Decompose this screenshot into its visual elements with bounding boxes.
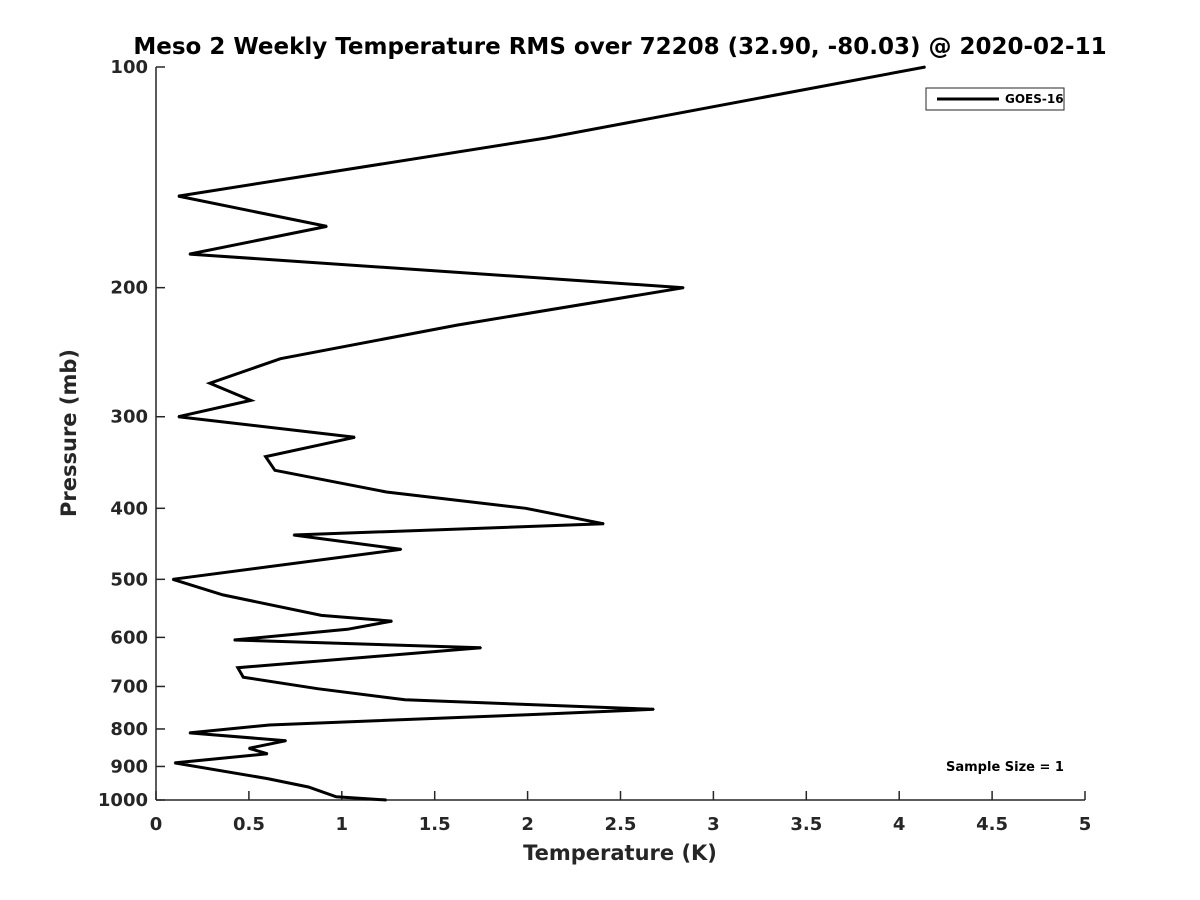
data-point: [209, 382, 211, 385]
data-point: [264, 455, 267, 458]
data-point: [266, 777, 269, 780]
data-point: [188, 253, 191, 255]
data-point: [268, 724, 271, 726]
data-point: [266, 753, 269, 755]
x-tick-label: 3: [707, 814, 720, 835]
data-point: [385, 799, 388, 801]
data-point: [354, 436, 356, 439]
y-tick-label: 1000: [98, 790, 148, 811]
data-point: [173, 762, 176, 764]
x-tick-label: 0.5: [233, 814, 265, 835]
legend: GOES-16: [925, 87, 1065, 111]
x-ticks: 0 0.5 1 1.5 2 2.5 3 3.5 4 4.5 5: [150, 791, 1092, 835]
legend-label: GOES-16: [1005, 92, 1064, 106]
data-point: [682, 286, 685, 289]
x-tick-label: 1.5: [419, 814, 451, 835]
data-point: [385, 491, 388, 493]
series-layer: [171, 65, 926, 802]
series-line-goes-16: [172, 65, 926, 802]
data-point: [524, 507, 527, 510]
x-tick-label: 1: [336, 814, 349, 835]
x-tick-label: 4: [893, 814, 906, 835]
data-point: [292, 534, 295, 536]
data-point: [545, 137, 547, 139]
data-point: [248, 747, 250, 750]
y-tick-label: 100: [110, 57, 148, 78]
data-point: [177, 195, 180, 197]
y-tick-label: 700: [110, 676, 148, 697]
data-point: [480, 647, 482, 649]
chart-title: Meso 2 Weekly Temperature RMS over 72208…: [133, 34, 1106, 60]
y-tick-label: 500: [110, 569, 148, 590]
data-point: [456, 324, 458, 326]
data-point: [233, 639, 235, 641]
y-tick-label: 300: [110, 407, 148, 428]
data-point: [316, 687, 319, 690]
y-tick-label: 800: [110, 719, 148, 740]
x-tick-label: 4.5: [976, 814, 1008, 835]
x-tick-label: 2: [521, 814, 534, 835]
data-point: [222, 594, 224, 596]
data-point: [188, 732, 191, 734]
x-tick-label: 5: [1079, 814, 1092, 835]
x-axis-label: Temperature (K): [523, 841, 717, 865]
y-ticks: 100 200 300 400 500 600 700 800 900 1000: [98, 57, 165, 811]
data-point: [320, 614, 323, 617]
data-point: [404, 699, 406, 701]
data-point: [279, 357, 282, 360]
data-point: [924, 66, 926, 68]
data-point: [526, 713, 529, 716]
data-point: [171, 578, 174, 581]
y-tick-label: 900: [110, 756, 148, 777]
data-point: [274, 469, 276, 472]
data-point: [391, 620, 393, 622]
y-tick-label: 600: [110, 627, 148, 648]
y-tick-label: 400: [110, 498, 148, 519]
data-point: [250, 399, 252, 402]
data-point: [335, 796, 338, 798]
data-point: [326, 225, 328, 228]
sample-size-annotation: Sample Size = 1: [946, 760, 1064, 775]
data-point: [603, 523, 605, 525]
data-point: [653, 708, 655, 711]
x-tick-label: 2.5: [605, 814, 637, 835]
data-point: [285, 739, 287, 742]
x-tick-label: 3.5: [790, 814, 822, 835]
data-point: [307, 786, 310, 788]
y-axis-label: Pressure (mb): [57, 349, 81, 517]
data-point: [346, 628, 349, 631]
data-point: [400, 548, 403, 551]
data-point: [177, 415, 180, 418]
y-tick-label: 200: [110, 278, 148, 299]
x-tick-label: 0: [150, 814, 163, 835]
data-point: [242, 676, 245, 678]
data-point: [237, 666, 239, 669]
